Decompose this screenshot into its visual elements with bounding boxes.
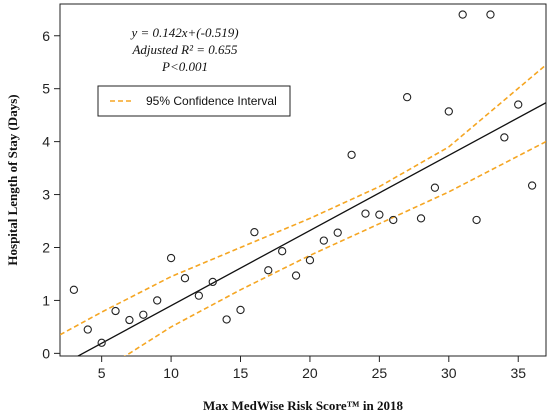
x-tick-label: 35 (510, 365, 526, 381)
data-point (222, 315, 231, 324)
y-tick-label: 0 (42, 345, 50, 361)
x-tick-label: 25 (372, 365, 388, 381)
ci-upper-line (60, 64, 546, 336)
data-point (97, 338, 106, 347)
x-tick-label: 20 (302, 365, 318, 381)
data-point (166, 253, 176, 263)
data-point (361, 209, 370, 218)
y-axis-title: Hospital Length of Stay (Days) (5, 94, 20, 265)
legend: 95% Confidence Interval (97, 85, 291, 117)
data-point (305, 256, 315, 265)
data-point (250, 227, 259, 237)
x-tick-label: 5 (98, 365, 106, 381)
data-point (208, 277, 217, 287)
data-point (458, 10, 467, 19)
y-tick-label: 6 (42, 28, 50, 44)
data-point (139, 310, 148, 319)
data-point (153, 296, 162, 305)
data-point (527, 181, 537, 190)
regression-line (76, 102, 546, 356)
regression-line-group (76, 102, 546, 356)
data-point (236, 305, 245, 315)
data-point (333, 228, 342, 237)
data-point (389, 215, 398, 225)
data-point (319, 236, 328, 245)
x-axis-title: Max MedWise Risk Score™ in 2018 (203, 398, 403, 413)
data-points (69, 10, 537, 347)
p-value-text: P<0.001 (161, 59, 208, 74)
y-tick-label: 5 (42, 81, 50, 97)
y-tick-label: 1 (42, 292, 50, 308)
y-tick-label: 4 (42, 134, 50, 150)
data-point (347, 150, 356, 160)
legend-ci-label: 95% Confidence Interval (146, 94, 277, 108)
data-point (500, 133, 509, 142)
r-squared-text: Adjusted R² = 0.655 (131, 42, 238, 57)
data-point (375, 210, 384, 219)
data-point (514, 100, 523, 109)
data-point (125, 315, 134, 325)
data-point (69, 285, 79, 294)
data-point (430, 183, 440, 192)
regression-annotation: y = 0.142x+(-0.519) Adjusted R² = 0.655 … (129, 25, 238, 74)
data-point (194, 291, 204, 300)
data-point (486, 10, 495, 19)
y-tick-label: 2 (42, 239, 50, 255)
x-axis: 5 10 15 20 25 30 35 (98, 356, 526, 381)
data-point (444, 107, 453, 116)
plot-area-frame (59, 3, 547, 357)
data-point (83, 325, 92, 334)
data-point (416, 214, 426, 223)
x-tick-label: 10 (163, 365, 179, 381)
data-point (472, 215, 481, 225)
equation-text: y = 0.142x+(-0.519) (129, 25, 238, 40)
data-point (180, 274, 190, 283)
data-point (278, 247, 287, 256)
x-tick-label: 30 (441, 365, 457, 381)
confidence-interval-bands (60, 64, 546, 356)
data-point (111, 306, 120, 316)
data-point (264, 266, 273, 275)
y-tick-label: 3 (42, 187, 50, 203)
data-point (402, 93, 412, 102)
x-tick-label: 15 (233, 365, 249, 381)
ci-lower-line (123, 140, 546, 356)
y-axis: 0 1 2 3 4 5 6 (42, 28, 60, 361)
data-point (291, 271, 301, 280)
